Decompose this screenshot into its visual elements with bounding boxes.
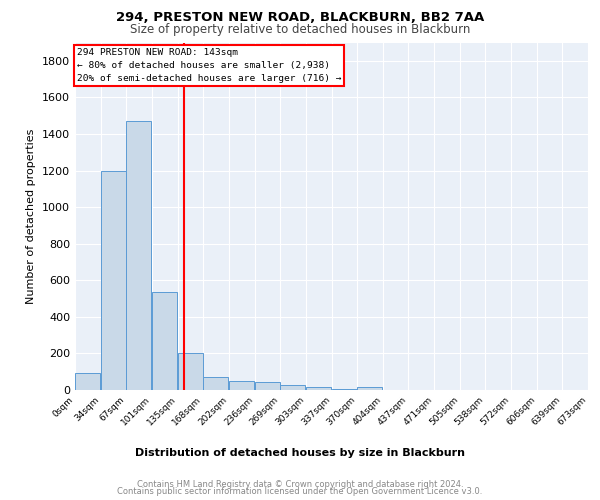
- Bar: [126, 121, 151, 390]
- Bar: [280, 385, 305, 390]
- Bar: [255, 382, 280, 390]
- Text: Contains public sector information licensed under the Open Government Licence v3: Contains public sector information licen…: [118, 487, 482, 496]
- Bar: [203, 377, 228, 390]
- Text: Size of property relative to detached houses in Blackburn: Size of property relative to detached ho…: [130, 22, 470, 36]
- Bar: [332, 388, 357, 390]
- Text: 294, PRESTON NEW ROAD, BLACKBURN, BB2 7AA: 294, PRESTON NEW ROAD, BLACKBURN, BB2 7A…: [116, 11, 484, 24]
- Bar: [178, 352, 203, 390]
- Text: 294 PRESTON NEW ROAD: 143sqm
← 80% of detached houses are smaller (2,938)
20% of: 294 PRESTON NEW ROAD: 143sqm ← 80% of de…: [77, 48, 341, 84]
- Bar: [229, 381, 254, 390]
- Bar: [357, 386, 382, 390]
- Bar: [152, 292, 177, 390]
- Y-axis label: Number of detached properties: Number of detached properties: [26, 128, 37, 304]
- Bar: [306, 388, 331, 390]
- Text: Distribution of detached houses by size in Blackburn: Distribution of detached houses by size …: [135, 448, 465, 458]
- Bar: [75, 372, 100, 390]
- Bar: [101, 170, 126, 390]
- Text: Contains HM Land Registry data © Crown copyright and database right 2024.: Contains HM Land Registry data © Crown c…: [137, 480, 463, 489]
